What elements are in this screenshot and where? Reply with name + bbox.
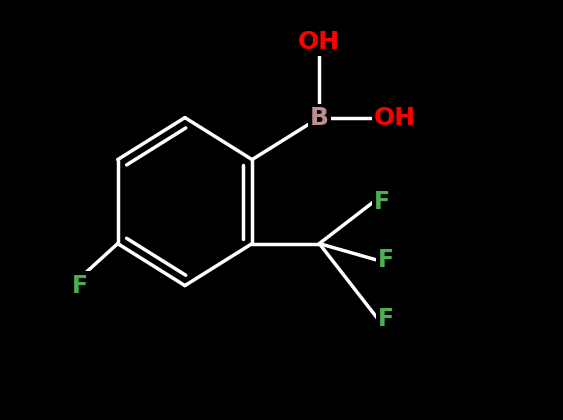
Text: B: B [310, 105, 329, 130]
Text: F: F [374, 189, 390, 214]
Text: OH: OH [374, 105, 416, 130]
Text: F: F [378, 307, 394, 331]
Text: F: F [72, 273, 88, 298]
Text: F: F [378, 248, 394, 273]
Text: OH: OH [298, 30, 341, 54]
